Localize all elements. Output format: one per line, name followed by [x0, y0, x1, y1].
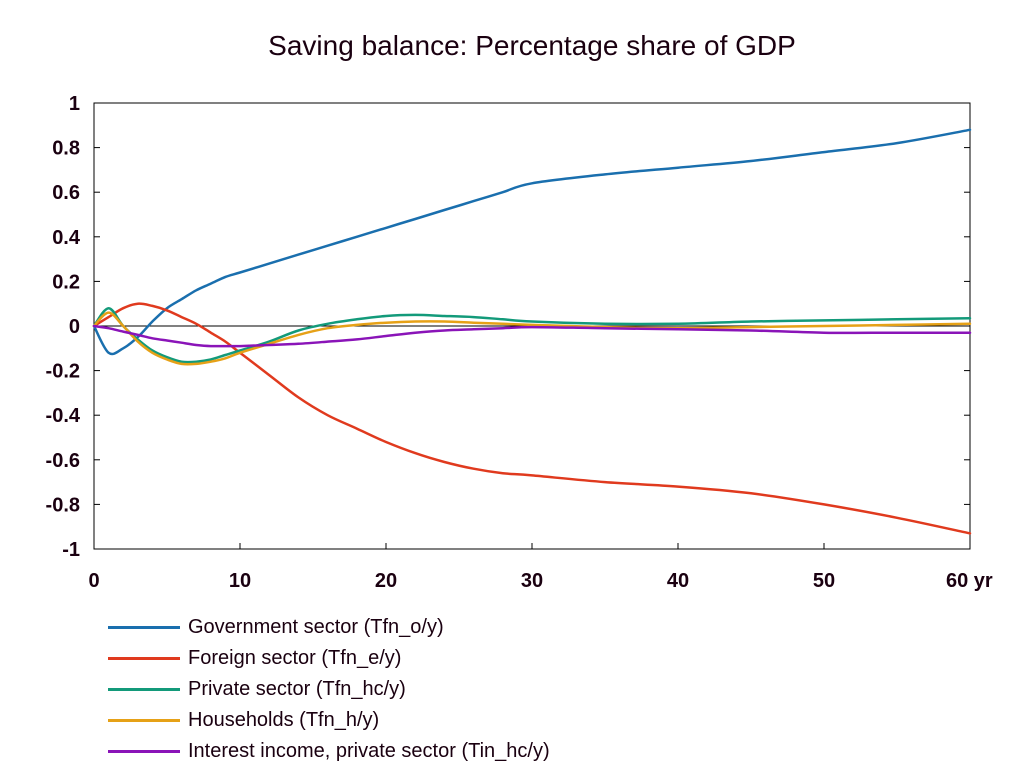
x-tick-label: 50: [813, 570, 835, 592]
legend-label: Foreign sector (Tfn_e/y): [188, 647, 402, 669]
x-tick-label: 30: [521, 570, 543, 592]
y-tick-label: -0.8: [46, 494, 80, 516]
x-tick-label: 0: [88, 570, 99, 592]
x-tick-label: 20: [375, 570, 397, 592]
legend-item: Foreign sector (Tfn_e/y): [108, 643, 550, 674]
y-tick-label: 0: [69, 316, 80, 338]
chart-title: Saving balance: Percentage share of GDP: [268, 30, 796, 61]
series-line-0: [92, 128, 972, 356]
y-tick-label: -0.2: [46, 361, 80, 383]
legend-swatch: [108, 688, 180, 691]
series-line-2: [92, 306, 972, 364]
y-tick-label: 0.6: [52, 182, 80, 204]
legend-item: Interest income, private sector (Tin_hc/…: [108, 736, 550, 767]
y-tick-label: -1: [62, 539, 80, 561]
legend-swatch: [108, 657, 180, 660]
legend-swatch: [108, 719, 180, 722]
series-lines: [92, 128, 972, 535]
legend-label: Government sector (Tfn_o/y): [188, 616, 444, 638]
series-line-1: [92, 302, 972, 535]
legend-swatch: [108, 626, 180, 629]
y-tick-label: 1: [69, 93, 80, 115]
legend-label: Interest income, private sector (Tin_hc/…: [188, 740, 550, 762]
legend-label: Households (Tfn_h/y): [188, 709, 380, 731]
series-line-4: [92, 324, 972, 348]
x-tick-label: 10: [229, 570, 251, 592]
x-tick-label: 40: [667, 570, 689, 592]
legend-item: Government sector (Tfn_o/y): [108, 612, 550, 643]
y-tick-label: 0.2: [52, 271, 80, 293]
legend-item: Private sector (Tfn_hc/y): [108, 674, 550, 705]
y-tick-label: 0.8: [52, 138, 80, 160]
y-tick-label: 0.4: [52, 227, 81, 249]
y-tick-label: -0.6: [46, 450, 80, 472]
legend: Government sector (Tfn_o/y) Foreign secto…: [108, 612, 550, 767]
y-tick-label: -0.4: [46, 405, 81, 427]
legend-label: Private sector (Tfn_hc/y): [188, 678, 406, 700]
x-tick-label: 60 yr: [946, 570, 993, 592]
legend-item: Households (Tfn_h/y): [108, 705, 550, 736]
tick-labels: 1 0.8 0.6 0.4 0.2 0 -0.2 -0.4 -0.6 -0.8 -1 0 10 20 30 4…: [46, 93, 993, 592]
legend-swatch: [108, 750, 180, 753]
